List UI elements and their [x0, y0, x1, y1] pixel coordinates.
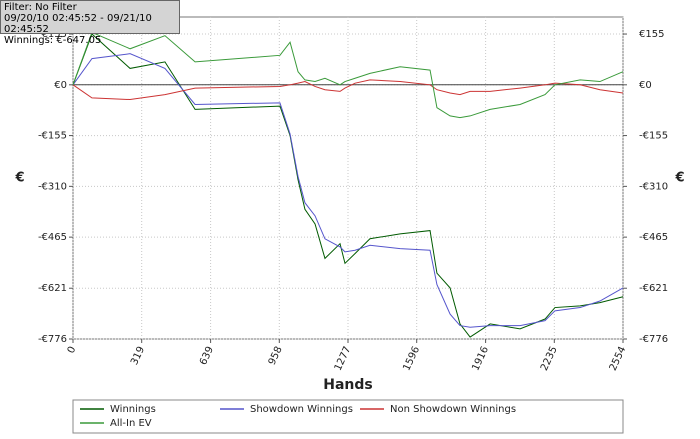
filter: Filter: No Filter	[4, 2, 77, 13]
y2-axis-label: €	[674, 171, 684, 186]
series-line	[72, 31, 624, 119]
y-tick-label: -€465	[38, 232, 67, 243]
x-tick-label: 2554	[608, 345, 629, 373]
y-tick-label: -€310	[38, 181, 67, 192]
y2-tick-label: -€155	[639, 131, 668, 142]
series-line	[72, 53, 624, 328]
x-tick-label: 319	[129, 345, 147, 367]
legend-label: Non Showdown Winnings	[390, 404, 516, 415]
x-tick-label: 1277	[333, 345, 354, 373]
legend	[72, 399, 624, 434]
y2-tick-label: €0	[639, 80, 652, 91]
x-tick-label: 1596	[401, 345, 422, 373]
date-range: 09/20/10 02:45:52 - 09/21/10 02:45:52	[4, 13, 152, 35]
y-tick-label: -€776	[38, 334, 67, 345]
y-tick-label: €0	[54, 80, 67, 91]
y2-tick-label: -€465	[639, 232, 668, 243]
x-axis-label: Hands	[323, 377, 373, 393]
x-tick-label: 2235	[539, 345, 560, 373]
y-tick-label: €155	[42, 29, 67, 40]
y2-tick-label: €155	[639, 29, 664, 40]
x-tick-label: 0	[66, 345, 79, 355]
plot-area	[72, 16, 624, 340]
legend-label: Showdown Winnings	[250, 404, 353, 415]
x-tick-label: 958	[267, 345, 285, 367]
y-tick-label: -€621	[38, 283, 67, 294]
y2-tick-label: -€621	[639, 283, 668, 294]
y-tick-label: -€155	[38, 131, 67, 142]
info-box: Filter: No Filter 09/20/10 02:45:52 - 09…	[0, 0, 180, 46]
y2-tick-label: -€776	[639, 334, 668, 345]
series-line	[72, 79, 624, 101]
x-tick-label: 639	[198, 345, 216, 367]
x-tick-label: 1916	[470, 345, 491, 373]
legend-label: All-In EV	[110, 418, 152, 429]
winnings: Winnings: €-647.05	[4, 35, 102, 46]
y2-tick-label: -€310	[639, 181, 668, 192]
y-axis-label: €	[14, 171, 24, 186]
legend-label: Winnings	[110, 404, 156, 415]
series-line	[72, 33, 624, 338]
